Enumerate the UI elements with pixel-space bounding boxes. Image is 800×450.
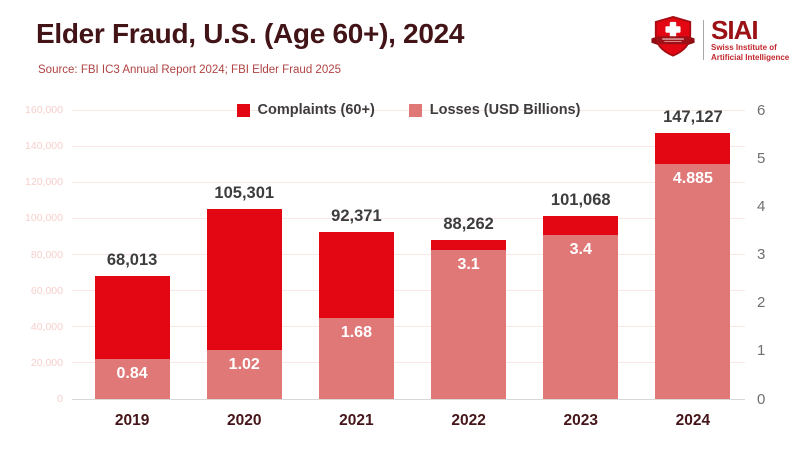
left-axis-tick-label: 40,000 <box>30 320 63 333</box>
gridline <box>72 290 745 292</box>
left-axis-tick-label: 140,000 <box>25 140 63 153</box>
gridline <box>72 326 745 328</box>
legend-item-losses: Losses (USD Billions) <box>408 102 581 118</box>
right-axis-tick-label: 1 <box>757 342 766 360</box>
losses-bar <box>655 163 731 399</box>
source-note: Source: FBI IC3 Annual Report 2024; FBI … <box>38 64 342 76</box>
siai-logo: SIAI Swiss Institute of Artificial Intel… <box>650 14 789 65</box>
x-axis-year-label: 2024 <box>675 412 711 429</box>
complaints-swatch-icon <box>236 103 250 117</box>
siai-acronym: SIAI <box>711 14 759 45</box>
page-title: Elder Fraud, U.S. (Age 60+), 2024 <box>36 18 465 49</box>
gridline <box>72 181 745 183</box>
losses-bar <box>94 358 170 399</box>
swiss-shield-icon <box>650 14 696 65</box>
chart-legend: Complaints (60+) Losses (USD Billions) <box>72 100 745 120</box>
x-axis-year-label: 2020 <box>227 412 262 429</box>
losses-bar <box>543 235 619 399</box>
gridline <box>72 254 745 255</box>
losses-bar <box>318 318 394 399</box>
left-axis-tick-label: 80,000 <box>30 248 63 261</box>
siai-name-line1: Swiss Institute of <box>711 42 777 52</box>
gridline <box>72 398 745 400</box>
left-axis-tick-label: 160,000 <box>25 104 63 116</box>
losses-value-label: 3.1 <box>457 255 480 273</box>
right-axis-tick-label: 2 <box>757 294 766 312</box>
legend-item-complaints: Complaints (60+) <box>236 102 375 118</box>
x-axis-year-label: 2023 <box>563 412 598 429</box>
logo-divider <box>703 19 704 60</box>
right-axis-tick-label: 6 <box>757 101 766 119</box>
complaints-value-label: 88,262 <box>443 214 494 233</box>
gridline <box>72 217 745 219</box>
losses-bar <box>431 249 507 399</box>
losses-value-label: 0.84 <box>116 364 148 382</box>
right-axis-tick-label: 4 <box>757 197 766 215</box>
losses-value-label: 4.885 <box>672 169 713 187</box>
right-axis-tick-label: 5 <box>757 149 766 167</box>
legend-label-complaints: Complaints (60+) <box>257 102 375 118</box>
x-axis-year-label: 2021 <box>339 412 374 429</box>
losses-value-label: 3.4 <box>569 241 592 259</box>
left-axis-tick-label: 120,000 <box>25 176 63 189</box>
legend-label-losses: Losses (USD Billions) <box>429 102 581 118</box>
complaints-value-label: 92,371 <box>331 207 382 226</box>
left-axis-tick-label: 60,000 <box>30 284 63 297</box>
complaints-value-label: 105,301 <box>214 183 275 202</box>
gridline <box>72 109 745 111</box>
right-axis-tick-label: 3 <box>757 246 766 263</box>
losses-bar <box>206 349 282 399</box>
x-axis-year-label: 2022 <box>451 412 486 429</box>
losses-value-label: 1.02 <box>228 355 260 373</box>
gridline <box>72 145 745 147</box>
right-axis-tick-label: 0 <box>757 390 766 408</box>
complaints-value-label: 68,013 <box>106 251 158 270</box>
siai-name-line2: Artificial Intelligence <box>711 52 790 62</box>
x-axis-year-label: 2019 <box>114 412 150 429</box>
losses-value-label: 1.68 <box>340 324 372 342</box>
left-axis-tick-label: 100,000 <box>25 212 63 225</box>
complaints-value-label: 147,127 <box>663 108 723 127</box>
left-axis-tick-label: 0 <box>57 393 63 405</box>
gridline <box>72 362 745 364</box>
complaints-value-label: 101,068 <box>550 191 611 210</box>
losses-swatch-icon <box>408 103 422 117</box>
left-axis-tick-label: 20,000 <box>30 356 63 369</box>
